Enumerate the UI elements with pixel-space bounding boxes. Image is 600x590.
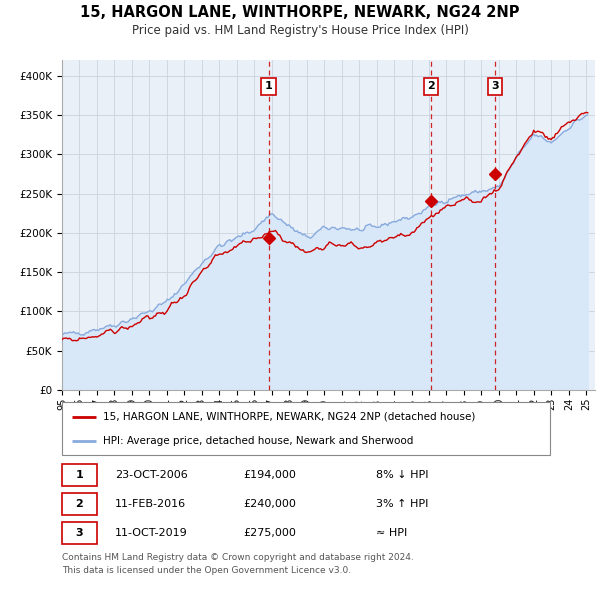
Text: 11-FEB-2016: 11-FEB-2016 — [115, 499, 187, 509]
Text: 3% ↑ HPI: 3% ↑ HPI — [376, 499, 429, 509]
Text: 11-OCT-2019: 11-OCT-2019 — [115, 528, 188, 538]
Text: This data is licensed under the Open Government Licence v3.0.: This data is licensed under the Open Gov… — [62, 566, 351, 575]
Text: £275,000: £275,000 — [243, 528, 296, 538]
Text: Price paid vs. HM Land Registry's House Price Index (HPI): Price paid vs. HM Land Registry's House … — [131, 24, 469, 37]
Text: 23-OCT-2006: 23-OCT-2006 — [115, 470, 188, 480]
Text: 3: 3 — [76, 528, 83, 538]
FancyBboxPatch shape — [62, 493, 97, 515]
Text: 15, HARGON LANE, WINTHORPE, NEWARK, NG24 2NP: 15, HARGON LANE, WINTHORPE, NEWARK, NG24… — [80, 5, 520, 20]
Text: £240,000: £240,000 — [243, 499, 296, 509]
FancyBboxPatch shape — [62, 522, 97, 545]
Text: 15, HARGON LANE, WINTHORPE, NEWARK, NG24 2NP (detached house): 15, HARGON LANE, WINTHORPE, NEWARK, NG24… — [103, 412, 476, 422]
Text: 1: 1 — [76, 470, 83, 480]
Text: £194,000: £194,000 — [243, 470, 296, 480]
Text: Contains HM Land Registry data © Crown copyright and database right 2024.: Contains HM Land Registry data © Crown c… — [62, 553, 414, 562]
Text: 1: 1 — [265, 81, 272, 91]
Text: 8% ↓ HPI: 8% ↓ HPI — [376, 470, 429, 480]
Text: ≈ HPI: ≈ HPI — [376, 528, 408, 538]
Text: HPI: Average price, detached house, Newark and Sherwood: HPI: Average price, detached house, Newa… — [103, 436, 414, 446]
Text: 2: 2 — [427, 81, 435, 91]
Text: 2: 2 — [76, 499, 83, 509]
Text: 3: 3 — [491, 81, 499, 91]
FancyBboxPatch shape — [62, 464, 97, 486]
